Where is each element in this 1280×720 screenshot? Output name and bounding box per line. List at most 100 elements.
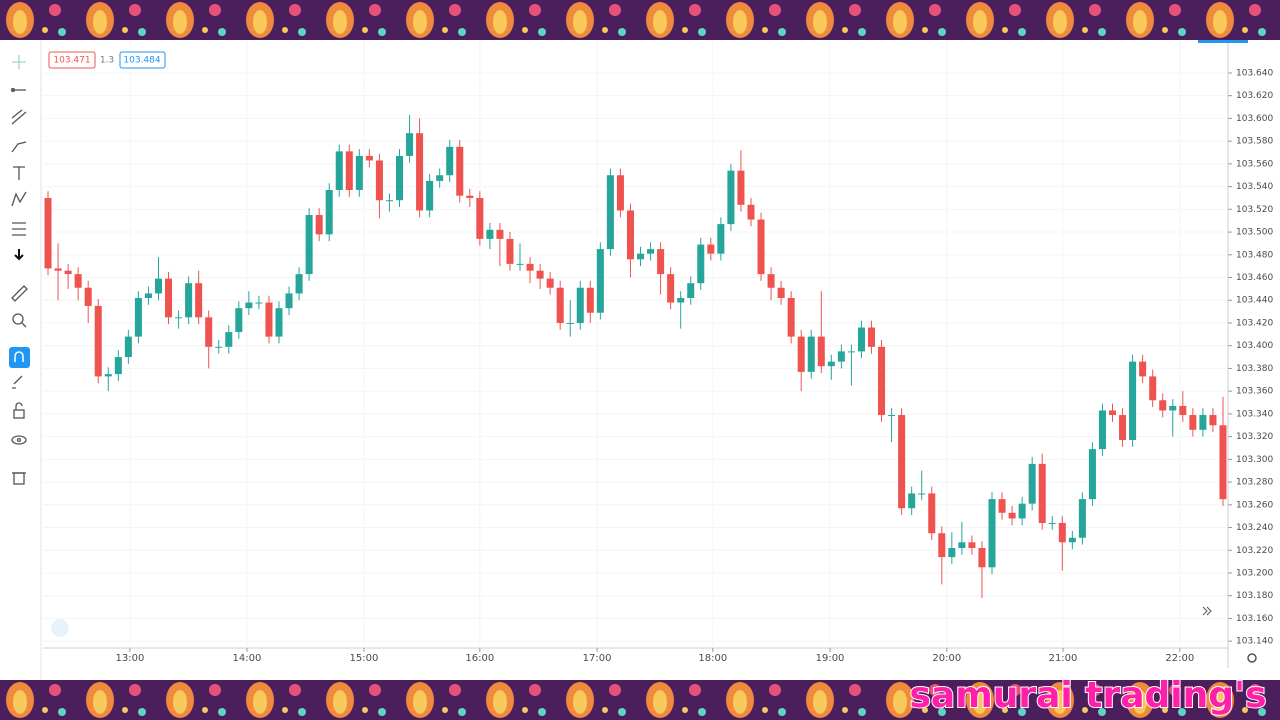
y-tick-label: 103.260 bbox=[1236, 500, 1273, 510]
candle-body bbox=[807, 336, 815, 372]
candle-body bbox=[847, 351, 855, 353]
y-tick-label: 103.240 bbox=[1236, 523, 1273, 533]
candle-body bbox=[265, 302, 273, 337]
candle-body bbox=[154, 278, 163, 294]
candle-body bbox=[1139, 361, 1147, 377]
candle-body bbox=[1068, 537, 1076, 543]
candle-body bbox=[867, 327, 876, 347]
candle-body bbox=[1038, 463, 1046, 523]
candle-body bbox=[496, 229, 504, 239]
candle-body bbox=[175, 317, 183, 319]
y-tick-label: 103.380 bbox=[1236, 364, 1273, 374]
y-tick-label: 103.500 bbox=[1236, 228, 1273, 238]
candle-body bbox=[144, 293, 152, 298]
y-tick-label: 103.180 bbox=[1236, 591, 1273, 601]
y-tick-label: 103.140 bbox=[1236, 637, 1273, 647]
candle-body bbox=[385, 200, 393, 202]
y-tick-label: 103.440 bbox=[1236, 296, 1273, 306]
buy-box[interactable] bbox=[119, 51, 166, 69]
candle-body bbox=[416, 133, 424, 211]
candle-body bbox=[94, 305, 102, 377]
y-tick-label: 103.340 bbox=[1236, 409, 1273, 419]
candles bbox=[44, 115, 1227, 598]
y-tick-label: 103.480 bbox=[1236, 250, 1273, 260]
grid bbox=[43, 40, 1228, 648]
candle-body bbox=[707, 244, 715, 254]
candle-body bbox=[205, 317, 213, 347]
candle-body bbox=[436, 175, 444, 181]
candle-body bbox=[235, 308, 243, 333]
scroll-right-button[interactable] bbox=[1202, 606, 1212, 616]
candle-body bbox=[1129, 361, 1137, 441]
x-tick-label: 22:00 bbox=[1165, 653, 1194, 664]
candle-body bbox=[114, 357, 122, 375]
candle-body bbox=[1209, 415, 1217, 426]
candle-body bbox=[426, 180, 434, 211]
x-tick-label: 19:00 bbox=[816, 653, 845, 664]
logo-button[interactable] bbox=[51, 619, 69, 637]
y-tick-label: 103.300 bbox=[1236, 455, 1273, 465]
candle-body bbox=[1199, 415, 1207, 430]
candle-body bbox=[727, 170, 735, 225]
candle-body bbox=[74, 274, 82, 288]
candle-body bbox=[185, 283, 193, 318]
y-tick-label: 103.360 bbox=[1236, 387, 1273, 397]
y-tick-label: 103.420 bbox=[1236, 318, 1273, 328]
candle-body bbox=[978, 547, 986, 568]
candle-body bbox=[375, 160, 383, 201]
candle-body bbox=[1108, 410, 1117, 416]
candle-body bbox=[1169, 405, 1177, 411]
sell-box[interactable] bbox=[48, 51, 96, 69]
candle-body bbox=[958, 542, 966, 548]
candle-body bbox=[657, 249, 665, 275]
top-banner bbox=[0, 0, 1280, 40]
x-tick-label: 17:00 bbox=[583, 653, 612, 664]
candle-body bbox=[456, 146, 464, 196]
candle-body bbox=[285, 293, 293, 309]
candle-body bbox=[84, 287, 92, 306]
candle-body bbox=[777, 287, 785, 298]
spread: 1.3 bbox=[100, 56, 114, 66]
candle-body bbox=[526, 263, 534, 271]
candle-body bbox=[928, 493, 936, 534]
candle-body bbox=[596, 249, 604, 313]
candle-body bbox=[255, 302, 263, 304]
candle-body bbox=[295, 274, 303, 294]
x-tick-label: 16:00 bbox=[465, 653, 494, 664]
y-tick-label: 103.600 bbox=[1236, 114, 1273, 124]
candle-body bbox=[345, 151, 353, 191]
magnet-icon bbox=[14, 351, 24, 362]
y-tick-label: 103.160 bbox=[1236, 614, 1273, 624]
toolbar-icons[interactable] bbox=[10, 55, 28, 485]
candle-body bbox=[1179, 405, 1187, 416]
y-tick-label: 103.400 bbox=[1236, 341, 1273, 351]
x-tick-label: 13:00 bbox=[116, 653, 145, 664]
candle-body bbox=[687, 283, 695, 298]
buy-price: 103.484 bbox=[123, 56, 160, 66]
y-tick-label: 103.200 bbox=[1236, 568, 1273, 578]
candle-body bbox=[1088, 449, 1096, 500]
x-tick-label: 14:00 bbox=[233, 653, 262, 664]
x-tick-label: 18:00 bbox=[698, 653, 727, 664]
magnet-button[interactable] bbox=[9, 347, 30, 368]
candle-body bbox=[335, 151, 343, 191]
candle-body bbox=[968, 542, 976, 548]
y-tick-label: 103.280 bbox=[1236, 478, 1273, 488]
candle-body bbox=[677, 297, 685, 303]
scroll-indicator bbox=[1198, 40, 1248, 43]
candle-body bbox=[134, 297, 142, 337]
settings-button[interactable] bbox=[1247, 653, 1257, 663]
candle-body bbox=[446, 146, 454, 176]
candle-body bbox=[225, 332, 233, 347]
candle-body bbox=[837, 351, 845, 362]
candle-body bbox=[466, 195, 474, 198]
candle-body bbox=[797, 336, 805, 372]
candle-body bbox=[767, 274, 775, 288]
candle-body bbox=[546, 278, 554, 288]
candle-body bbox=[1008, 512, 1016, 519]
candle-body bbox=[1028, 463, 1036, 504]
candle-body bbox=[195, 283, 203, 318]
candle-body bbox=[1119, 415, 1127, 441]
candle-body bbox=[938, 533, 946, 558]
